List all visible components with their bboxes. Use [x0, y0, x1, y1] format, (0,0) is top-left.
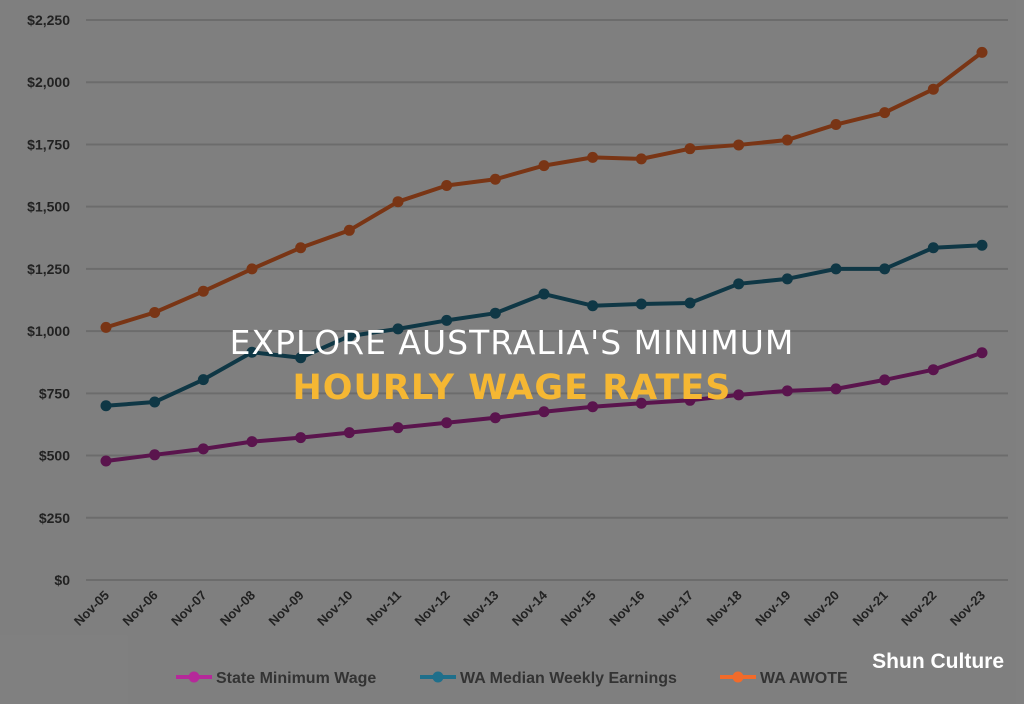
- legend-marker: [732, 671, 744, 683]
- legend-marker: [188, 671, 200, 683]
- legend-label: WA Median Weekly Earnings: [460, 670, 677, 687]
- legend: State Minimum Wage WA Median Weekly Earni…: [176, 670, 848, 687]
- legend-marker: [432, 671, 444, 683]
- brand-watermark: Shun Culture: [872, 650, 1004, 673]
- legend-label: WA AWOTE: [760, 670, 848, 687]
- legend-label: State Minimum Wage: [216, 670, 376, 687]
